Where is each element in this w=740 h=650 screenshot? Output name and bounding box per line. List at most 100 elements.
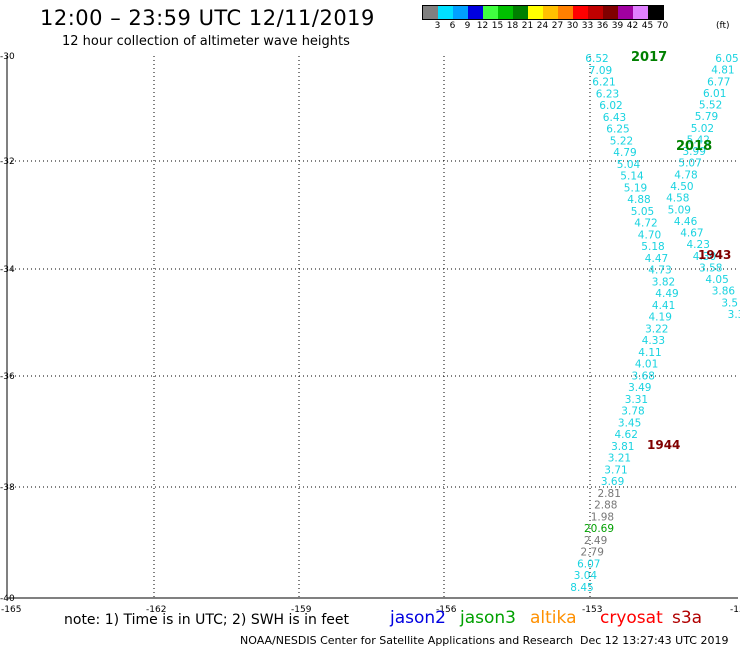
wave-height-2017: 5.14	[620, 171, 644, 183]
wave-height-2017: 8.45	[570, 582, 593, 594]
track-time-label-2017: 2017	[631, 50, 667, 65]
wave-height-2018: 4.67	[680, 228, 703, 240]
wave-height-2018: 3.86	[712, 286, 736, 298]
wave-height-2017: 3.45	[618, 417, 641, 429]
wave-height-color-legend	[422, 5, 664, 20]
wave-height-2017: 3.22	[645, 323, 668, 335]
wave-height-2017: 4.88	[627, 194, 650, 206]
wave-height-2017: 4.49	[655, 288, 678, 300]
wave-height-2017: 20.69	[584, 523, 614, 535]
satellite-label-altika: altika	[530, 608, 577, 628]
wave-height-2018: 4.30	[693, 251, 716, 263]
wave-height-2017: 1.98	[591, 511, 614, 523]
x-tick-label: -156	[436, 605, 457, 615]
wave-height-2017: 4.47	[645, 253, 668, 265]
wave-height-2017: 3.68	[632, 370, 655, 382]
track-time-label-2018: 2018	[676, 139, 712, 154]
legend-label: 45	[641, 21, 654, 31]
wave-height-2017: 4.79	[613, 147, 636, 159]
wave-height-2017: 5.04	[617, 159, 641, 171]
wave-height-2018: 3.99	[683, 146, 706, 158]
legend-swatch	[558, 6, 573, 19]
wave-height-2017: 6.43	[603, 112, 626, 124]
map-title: 12:00 – 23:59 UTC 12/11/2019	[40, 6, 375, 30]
wave-height-2017: 3.81	[611, 441, 634, 453]
wave-height-2017: 3.71	[604, 464, 627, 476]
legend-swatch	[513, 6, 528, 19]
y-tick-label: -30	[0, 52, 15, 62]
x-tick-label: -162	[146, 605, 166, 615]
wave-height-2018: 4.05	[705, 274, 728, 286]
wave-height-2018: 4.46	[674, 216, 698, 228]
satellite-label-jason3: jason3	[460, 608, 516, 628]
legend-swatch	[618, 6, 633, 19]
wave-height-2017: 2.81	[598, 488, 621, 500]
legend-swatch	[438, 6, 453, 19]
wave-height-2017: 4.72	[634, 218, 657, 230]
wave-height-2018: 3.58	[699, 262, 722, 274]
legend-label: 9	[464, 21, 471, 31]
legend-label: 27	[551, 21, 564, 31]
wave-height-2018: 4.23	[687, 239, 710, 251]
legend-label: 70	[656, 21, 669, 31]
legend-swatch	[588, 6, 603, 19]
legend-label: 12	[476, 21, 489, 31]
legend-label: 33	[581, 21, 594, 31]
legend-label: 24	[536, 21, 549, 31]
satellite-label-cryosat: cryosat	[600, 608, 663, 628]
legend-label: 18	[506, 21, 519, 31]
wave-height-2017: 6.23	[596, 88, 619, 100]
track-time-label-1943: 1943	[698, 248, 731, 262]
wave-height-2018: 4.58	[666, 193, 689, 205]
wave-height-2017: 3.49	[628, 382, 651, 394]
wave-height-2018: 6.77	[707, 76, 730, 88]
track-time-label-1944: 1944	[647, 438, 680, 452]
wave-height-2017: 4.70	[638, 229, 661, 241]
y-tick-label: -34	[0, 265, 15, 275]
wave-height-2018: 6.01	[703, 88, 726, 100]
satellite-label-s3a: s3a	[672, 608, 703, 628]
legend-label: 3	[434, 21, 441, 31]
wave-height-2018: 5.02	[691, 123, 714, 135]
legend-swatch	[633, 6, 648, 19]
legend-swatch	[573, 6, 588, 19]
track-2017: 6.527.096.216.236.026.436.255.224.795.04…	[570, 53, 678, 594]
wave-height-2018: 4.81	[711, 65, 734, 77]
wave-height-2017: 7.09	[589, 65, 612, 77]
wave-height-2018: 3.5	[721, 297, 738, 309]
axis-labels: -30 -32 -34 -36 -38 -40-165 -162 -159 -156 -153 -1…	[0, 52, 740, 615]
wave-height-2017: 5.18	[641, 241, 664, 253]
wave-height-2017: 3.31	[625, 394, 648, 406]
wave-height-2018: 5.42	[687, 134, 710, 146]
satellite-label-jason2: jason2	[390, 608, 446, 628]
wave-height-2017: 6.25	[606, 124, 629, 136]
wave-height-2017: 3.21	[608, 453, 631, 465]
wave-height-2018: 5.52	[699, 100, 722, 112]
legend-swatch	[648, 6, 663, 19]
track-2018: 6.054.816.776.015.525.795.025.423.995.07…	[666, 53, 740, 321]
y-tick-label: -38	[0, 483, 15, 493]
legend-label: 30	[566, 21, 579, 31]
legend-swatch	[483, 6, 498, 19]
wave-height-2017: 4.62	[615, 429, 638, 441]
wave-height-legend-labels: 3 6 9 12 15 18 21 24 27 30 33 36 39 42 45 70	[422, 21, 669, 31]
y-tick-label: -40	[0, 594, 15, 604]
legend-label: 6	[449, 21, 456, 31]
wave-height-2018: 5.79	[695, 111, 718, 123]
legend-swatch	[543, 6, 558, 19]
wave-height-2017: 3.78	[621, 406, 644, 418]
wave-height-2017: 2.49	[584, 535, 607, 547]
wave-height-2018: 4.50	[670, 181, 693, 193]
wave-height-2017: 4.73	[648, 265, 671, 277]
wave-height-2018: 5.07	[678, 158, 701, 170]
wave-height-2017: 6.21	[592, 77, 615, 89]
y-tick-label: -32	[0, 157, 15, 167]
footer-note: note: 1) Time is in UTC; 2) SWH is in fe…	[64, 612, 350, 628]
wave-height-2017: 4.11	[638, 347, 661, 359]
credit-line: NOAA/NESDIS Center for Satellite Applica…	[240, 634, 574, 647]
wave-height-2017: 5.22	[610, 135, 633, 147]
x-tick-label: -165	[1, 605, 21, 615]
wave-height-2017: 5.05	[631, 206, 654, 218]
legend-swatch	[423, 6, 438, 19]
